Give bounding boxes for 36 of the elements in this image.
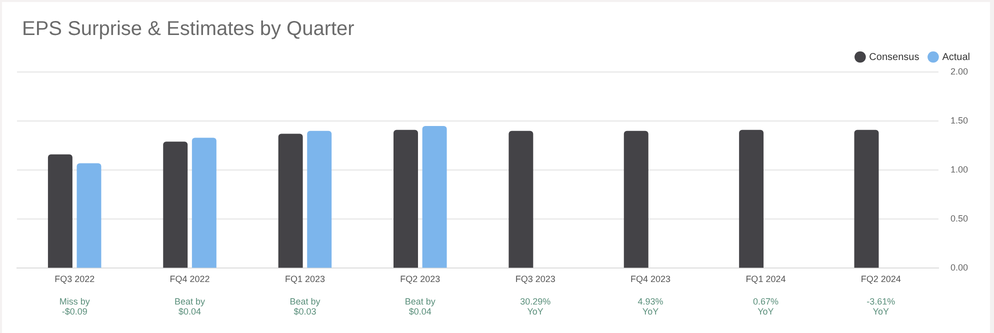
bar <box>76 163 102 268</box>
text: Beat by $0.04 <box>404 296 436 317</box>
y-tick-label: 1.00 <box>950 164 968 175</box>
y-tick-label: 1.50 <box>950 116 968 126</box>
bar <box>48 154 72 268</box>
text: 4.93% YoY <box>638 296 664 317</box>
text: 30.29% YoY <box>520 296 551 317</box>
y-tick-label: 2.00 <box>950 66 968 76</box>
bar <box>307 130 332 268</box>
legend-label: Actual <box>942 52 970 63</box>
bar <box>422 126 447 268</box>
x-tick-label: FQ1 2023 <box>284 274 325 284</box>
text: -3.61% YoY <box>866 296 896 317</box>
y-tick-label: 0.50 <box>950 214 968 224</box>
x-tick-label: FQ4 2022 <box>170 274 210 284</box>
x-tick-label: FQ2 2023 <box>400 274 440 284</box>
text: Beat by $0.03 <box>290 296 321 317</box>
x-tick-label: FQ2 2024 <box>860 274 901 284</box>
x-tick-label: FQ3 2023 <box>515 274 556 284</box>
text: 0.67% YoY <box>752 296 778 317</box>
bar <box>508 130 534 268</box>
legend-label: Consensus <box>869 52 920 63</box>
bar <box>163 142 188 268</box>
bar <box>624 130 648 268</box>
y-tick-label: 0.00 <box>950 262 968 273</box>
text: Miss by -$0.09 <box>59 296 90 317</box>
text: Beat by $0.04 <box>174 296 206 317</box>
x-tick-label: FQ1 2024 <box>746 274 786 284</box>
bar <box>854 130 879 268</box>
bar <box>394 130 418 268</box>
bar <box>739 130 764 268</box>
bar <box>278 134 303 268</box>
bar <box>192 138 216 268</box>
chart-title: EPS Surprise & Estimates by Quarter <box>22 18 354 41</box>
x-tick-label: FQ4 2023 <box>630 274 671 284</box>
x-tick-label: FQ3 2022 <box>54 274 95 284</box>
